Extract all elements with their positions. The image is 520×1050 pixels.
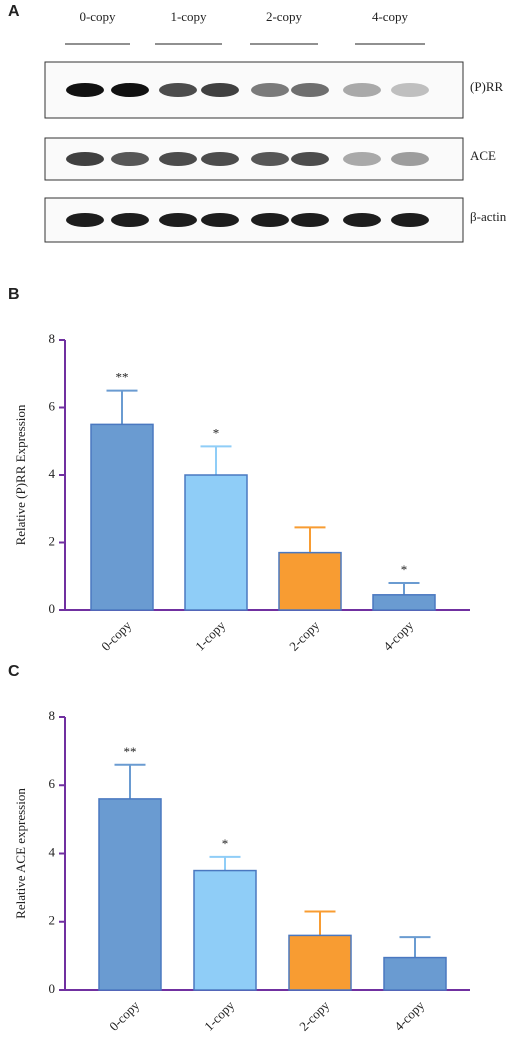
bar <box>193 869 257 991</box>
band <box>391 83 429 97</box>
lane-label: 0-copy <box>79 9 116 24</box>
bar <box>372 594 436 611</box>
band <box>291 83 329 97</box>
bar <box>184 474 248 611</box>
bar <box>90 423 154 611</box>
band <box>391 152 429 166</box>
band <box>201 83 239 97</box>
row-label: ACE <box>470 148 496 163</box>
row-label: β-actin <box>470 209 507 224</box>
band <box>291 213 329 227</box>
band <box>251 83 289 97</box>
annotation: * <box>401 562 408 577</box>
x-tick-label: 4-copy <box>391 997 427 1033</box>
y-tick-label: 8 <box>49 331 56 346</box>
y-tick-label: 2 <box>49 913 56 928</box>
row-label: (P)RR <box>470 79 504 94</box>
band <box>343 83 381 97</box>
band <box>159 213 197 227</box>
band <box>343 152 381 166</box>
x-tick-label: 2-copy <box>296 997 332 1033</box>
lane-label: 2-copy <box>266 9 303 24</box>
band <box>343 213 381 227</box>
band <box>111 213 149 227</box>
x-tick-label: 4-copy <box>380 617 416 653</box>
y-tick-label: 0 <box>49 601 56 616</box>
y-tick-label: 0 <box>49 981 56 996</box>
panel-label: C <box>8 663 20 680</box>
band <box>66 152 104 166</box>
bar <box>98 798 162 991</box>
x-tick-label: 1-copy <box>201 997 237 1033</box>
annotation: * <box>222 836 229 851</box>
annotation: ** <box>116 370 129 385</box>
y-axis-label: Relative (P)RR Expression <box>13 404 28 545</box>
band <box>66 83 104 97</box>
bar <box>288 934 352 991</box>
bar <box>383 956 447 991</box>
band <box>251 152 289 166</box>
band <box>111 83 149 97</box>
band <box>251 213 289 227</box>
band <box>159 152 197 166</box>
band <box>66 213 104 227</box>
y-tick-label: 2 <box>49 533 56 548</box>
band <box>391 213 429 227</box>
x-tick-label: 2-copy <box>286 617 322 653</box>
x-tick-label: 0-copy <box>106 997 142 1033</box>
y-tick-label: 6 <box>49 398 56 413</box>
panel-label: A <box>8 3 20 20</box>
band <box>111 152 149 166</box>
y-tick-label: 4 <box>49 466 56 481</box>
band <box>291 152 329 166</box>
lane-label: 4-copy <box>372 9 409 24</box>
lane-label: 1-copy <box>170 9 207 24</box>
y-tick-label: 4 <box>49 844 56 859</box>
x-tick-label: 1-copy <box>192 617 228 653</box>
annotation: ** <box>124 744 137 759</box>
y-tick-label: 8 <box>49 708 56 723</box>
band <box>201 152 239 166</box>
band <box>159 83 197 97</box>
y-axis-label: Relative ACE expression <box>13 788 28 919</box>
panel-label: B <box>8 286 20 303</box>
x-tick-label: 0-copy <box>98 617 134 653</box>
y-tick-label: 6 <box>49 776 56 791</box>
band <box>201 213 239 227</box>
annotation: * <box>213 425 220 440</box>
bar <box>278 551 342 611</box>
